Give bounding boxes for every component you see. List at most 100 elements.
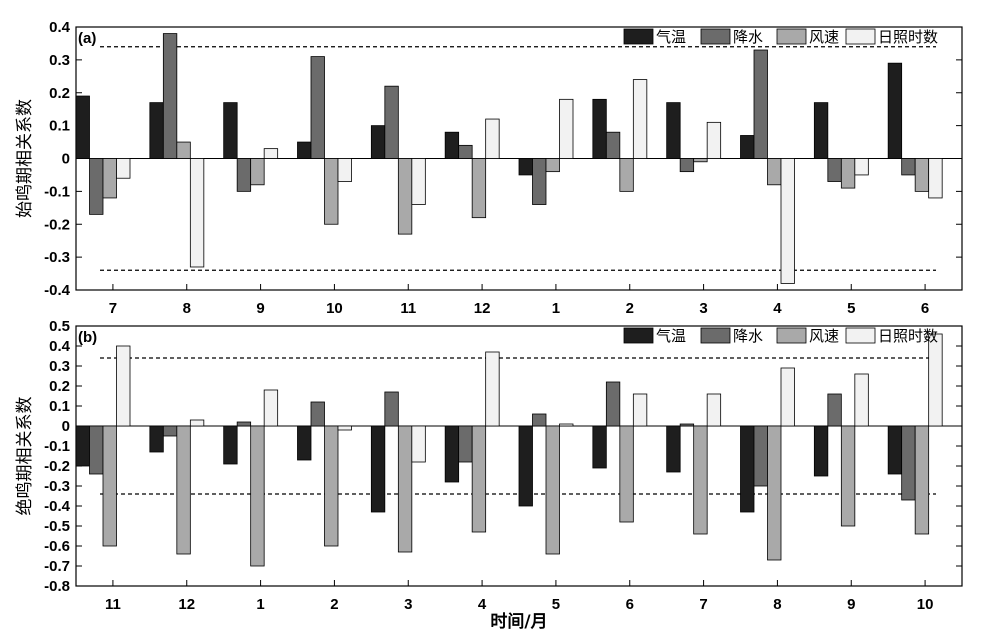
bar-气温-3 [666,102,681,159]
bar-气温-2 [592,98,607,159]
bar-日照时数-1 [559,98,574,159]
bar-气温-12 [149,425,164,453]
bar-降水-4 [753,49,768,159]
y-tick-label: 0 [62,418,70,435]
bar-气温-8 [740,425,755,513]
bar-风速-2 [324,425,339,547]
bar-降水-6 [901,158,916,176]
legend-swatch-日照时数 [845,327,876,344]
bar-日照时数-1 [263,389,279,427]
bar-气温-10 [887,425,903,475]
bar-降水-1 [532,158,547,205]
y-axis-label: 绝鸣期相关系数 [15,397,35,516]
x-tick-label: 6 [921,300,929,317]
legend: 气温 降水 风速 日照时数 [623,28,938,46]
legend-label: 降水 [733,28,763,46]
bar-降水-5 [532,413,547,427]
x-tick-label: 9 [256,300,264,317]
bar-风速-5 [545,425,560,555]
bar-气温-11 [75,425,90,467]
bar-降水-7 [679,423,695,427]
x-tick-label: 6 [626,596,634,613]
legend-label: 气温 [656,28,686,46]
x-tick-label: 7 [699,596,707,613]
bar-日照时数-10 [337,158,352,182]
bar-降水-7 [89,158,104,215]
bar-降水-2 [310,401,325,427]
y-tick-label: 0.1 [49,118,70,135]
bar-气温-5 [813,102,829,159]
bar-降水-8 [162,33,178,159]
y-tick-label: -0.1 [44,438,70,455]
y-tick-label: -0.3 [44,249,70,266]
y-tick-label: -0.5 [44,518,70,535]
bar-风速-8 [767,425,782,561]
bar-气温-1 [518,158,533,176]
bar-日照时数-5 [854,158,869,176]
y-tick-label: 0.2 [49,85,70,102]
x-tick-label: 11 [105,596,121,613]
legend-swatch-日照时数 [845,28,876,45]
bar-气温-1 [223,425,238,465]
bar-气温-6 [887,62,903,159]
x-tick-label: 8 [183,300,191,317]
bar-气温-7 [75,95,90,159]
bar-风速-1 [545,158,560,173]
x-tick-label: 2 [626,300,634,317]
bar-日照时数-2 [632,79,648,159]
legend-swatch-气温 [623,327,654,344]
legend-label: 日照时数 [878,28,938,46]
x-tick-label: 3 [404,596,412,613]
legend-swatch-风速 [776,28,807,45]
y-axis-label: 始鸣期相关系数 [15,99,35,218]
bar-降水-9 [236,158,252,192]
bar-降水-3 [679,158,695,173]
x-tick-label: 4 [478,596,487,613]
panel-b: -0.8 -0.7 -0.6 -0.5 -0.4 -0.3 -0.2 -0.1 0 0.1 0.2 0… [15,318,963,613]
bar-降水-2 [605,131,621,159]
bar-降水-3 [384,391,399,427]
legend-swatch-气温 [623,28,654,45]
bar-日照时数-4 [485,351,500,427]
bar-气温-10 [297,141,312,159]
bar-风速-10 [914,425,930,535]
bar-日照时数-6 [928,158,943,199]
bar-日照时数-3 [706,121,722,159]
x-tick-label: 8 [773,596,781,613]
x-tick-label: 12 [178,596,195,613]
bar-日照时数-7 [116,158,131,179]
bar-气温-7 [666,425,681,473]
x-tick-label: 4 [773,300,782,317]
x-tick-label: 1 [552,300,560,317]
y-tick-label: -0.2 [44,458,70,475]
bar-日照时数-5 [559,423,574,427]
bar-气温-9 [223,102,238,159]
x-tick-label: 7 [109,300,117,317]
bar-日照时数-2 [337,425,352,431]
y-tick-label: -0.8 [44,578,70,595]
x-tick-label: 10 [917,596,934,613]
x-tick-label: 1 [256,596,264,613]
bar-日照时数-8 [189,158,205,268]
bar-风速-4 [767,158,782,186]
x-tick-label: 11 [400,300,416,317]
legend-swatch-降水 [700,327,731,344]
bar-降水-10 [901,425,916,501]
bar-气温-4 [444,425,460,483]
y-tick-label: -0.3 [44,478,70,495]
bar-气温-12 [444,131,460,159]
y-tick-label: -0.7 [44,558,70,575]
bar-气温-9 [813,425,829,477]
legend-label: 风速 [809,28,839,46]
bar-风速-11 [397,158,413,235]
bar-风速-9 [250,158,265,186]
y-tick-label: 0.5 [49,318,70,335]
x-tick-label: 2 [330,596,338,613]
bar-风速-7 [102,158,117,199]
bar-气温-11 [370,125,386,159]
x-tick-label: 10 [326,300,343,317]
x-tick-label: 5 [552,596,560,613]
bar-风速-12 [176,425,191,555]
bar-日照时数-9 [263,148,279,159]
